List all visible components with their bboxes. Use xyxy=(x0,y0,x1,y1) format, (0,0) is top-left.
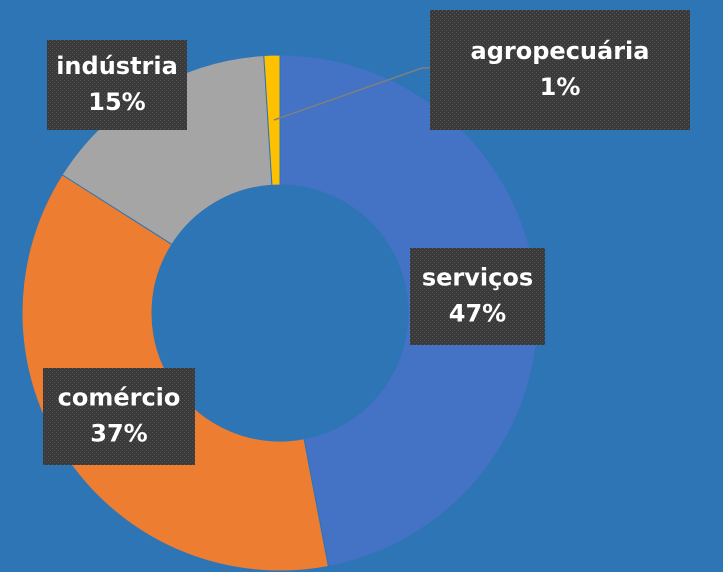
donut-slice xyxy=(263,54,281,186)
data-label-box xyxy=(410,248,545,345)
data-label-category: serviços xyxy=(422,264,533,292)
data-label-box xyxy=(47,40,187,130)
data-label-value: 15% xyxy=(88,88,145,116)
data-label-category: indústria xyxy=(56,52,178,80)
data-label-box xyxy=(43,368,195,465)
data-label-value: 47% xyxy=(449,300,506,328)
leader-line xyxy=(273,67,430,121)
donut-slice xyxy=(21,174,329,572)
data-label-value: 1% xyxy=(540,73,581,101)
donut-slice xyxy=(279,54,539,568)
data-label-category: comércio xyxy=(58,384,181,412)
data-label-value: 37% xyxy=(90,420,147,448)
data-label-category: agropecuária xyxy=(471,37,650,65)
data-label-box xyxy=(430,10,690,130)
